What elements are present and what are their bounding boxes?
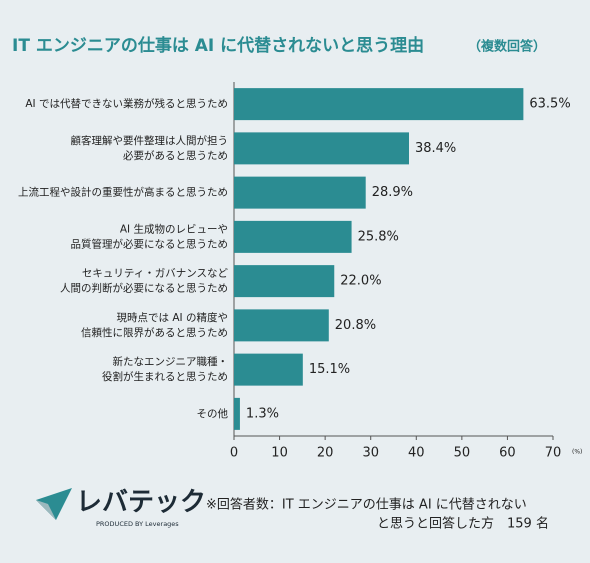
- bar: [234, 132, 409, 165]
- bar: [234, 88, 524, 121]
- title-note: （複数回答）: [468, 39, 546, 55]
- y-tick-label: 顧客理解や要件整理は人間が担う: [71, 134, 229, 147]
- x-unit: (%): [572, 449, 582, 456]
- footer-note: と思うと回答した方 159 名: [377, 516, 549, 532]
- logo: レバテック PRODUCED BY Leverages: [36, 488, 206, 528]
- y-tick-label: 新たなエンジニア職種・: [113, 355, 229, 368]
- value-label: 28.9%: [372, 185, 413, 200]
- x-tick-label: 10: [271, 446, 288, 461]
- footer-note: ※回答者数：IT エンジニアの仕事は AI に代替されない: [206, 497, 527, 513]
- value-label: 22.0%: [340, 274, 381, 289]
- bar: [234, 220, 352, 253]
- y-tick-label: その他: [197, 407, 229, 420]
- y-tick-label: 必要があると思うため: [123, 149, 228, 162]
- y-tick-label: 上流工程や設計の重要性が高まると思うため: [18, 186, 228, 199]
- y-tick-label: 役割が生まれると思うため: [102, 370, 228, 383]
- value-label: 25.8%: [358, 229, 399, 244]
- value-label: 63.5%: [529, 97, 570, 112]
- value-label: 15.1%: [309, 362, 350, 377]
- bar: [234, 176, 366, 209]
- y-tick-label: セキュリティ・ガバナンスなど: [82, 268, 229, 280]
- x-tick-label: 0: [230, 446, 238, 461]
- x-tick-label: 60: [499, 446, 516, 461]
- logo-mark-shade: [36, 500, 56, 520]
- logo-text: レバテック: [76, 488, 206, 518]
- x-tick-label: 50: [454, 446, 471, 461]
- y-tick-label: 現時点では AI の精度や: [117, 311, 228, 324]
- logo-mark: [36, 488, 72, 520]
- x-tick-label: 20: [317, 446, 334, 461]
- y-tick-label: 信頼性に限界があると思うため: [81, 326, 228, 339]
- value-label: 1.3%: [246, 406, 279, 421]
- chart-title: IT エンジニアの仕事は AI に代替されないと思う理由: [12, 35, 424, 56]
- value-label: 38.4%: [415, 141, 456, 156]
- bar: [234, 353, 303, 386]
- y-tick-label: 人間の判断が必要になると思うため: [60, 282, 228, 295]
- bar: [234, 309, 329, 342]
- x-tick-label: 30: [362, 446, 379, 461]
- value-label: 20.8%: [335, 318, 376, 333]
- bar: [234, 265, 335, 298]
- x-tick-label: 40: [408, 446, 425, 461]
- y-tick-label: 品質管理が必要になると思うため: [71, 237, 229, 250]
- logo-sub: PRODUCED BY Leverages: [96, 520, 179, 528]
- x-tick-label: 70: [545, 446, 562, 461]
- y-tick-label: AI 生成物のレビューや: [120, 222, 228, 235]
- y-tick-label: AI では代替できない業務が残ると思うため: [25, 97, 228, 110]
- bar: [234, 397, 240, 430]
